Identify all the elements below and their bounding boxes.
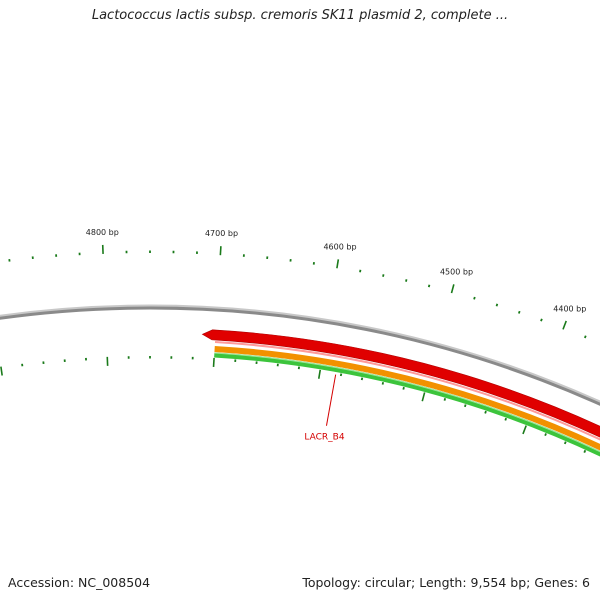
major-tick (450, 284, 455, 294)
minor-tick (382, 274, 385, 277)
accession-text: Accession: NC_008504 (8, 575, 151, 590)
minor-tick (464, 404, 467, 408)
tick-label: 4700 bp (205, 229, 238, 238)
feature-band-green[interactable] (214, 352, 600, 502)
major-tick (421, 392, 426, 402)
tick-label: 4400 bp (553, 305, 586, 314)
feature-label-lacr-b4[interactable]: LACR_B4 (304, 433, 344, 443)
major-tick (336, 259, 340, 269)
tick-label: 4600 bp (323, 243, 356, 252)
backbone-circle (0, 306, 600, 406)
major-tick (0, 366, 3, 376)
minor-tick (518, 310, 521, 314)
major-tick (219, 246, 222, 256)
minor-tick (484, 410, 487, 414)
minor-tick (473, 296, 476, 300)
minor-tick (583, 449, 587, 453)
minor-tick (540, 318, 543, 322)
feature-label-leader (325, 374, 337, 426)
inner-scale-ticks (0, 356, 587, 453)
minor-tick (443, 398, 447, 401)
outer-scale-ticks (8, 244, 587, 339)
minor-tick (360, 377, 364, 381)
tick-label: 4800 bp (86, 228, 119, 237)
major-tick (562, 320, 567, 330)
minor-tick (584, 335, 587, 339)
feature-band-orange[interactable] (214, 345, 600, 497)
minor-tick (402, 386, 405, 390)
minor-tick (563, 441, 567, 445)
feature-band-green-highlight[interactable] (214, 352, 600, 501)
gene-arrow-red-shadow[interactable] (214, 340, 600, 490)
minor-tick (405, 279, 408, 282)
minor-tick (427, 284, 431, 288)
tick-label: 4500 bp (440, 268, 473, 277)
major-tick (212, 357, 215, 367)
major-tick (317, 369, 322, 379)
summary-text: Topology: circular; Length: 9,554 bp; Ge… (302, 575, 590, 590)
gene-arrow-red[interactable] (201, 329, 600, 488)
minor-tick (504, 417, 507, 421)
map-title: Lactococcus lactis subsp. cremoris SK11 … (91, 8, 509, 23)
minor-tick (495, 303, 499, 307)
minor-tick (544, 433, 547, 437)
gene-features (201, 329, 600, 502)
minor-tick (381, 381, 385, 385)
major-tick (522, 425, 527, 435)
